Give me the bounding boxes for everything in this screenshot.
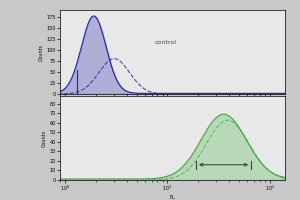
Text: control: control <box>154 40 176 45</box>
Y-axis label: Counts: Counts <box>39 43 44 61</box>
Y-axis label: Counts: Counts <box>42 129 47 147</box>
X-axis label: FL: FL <box>170 195 175 200</box>
